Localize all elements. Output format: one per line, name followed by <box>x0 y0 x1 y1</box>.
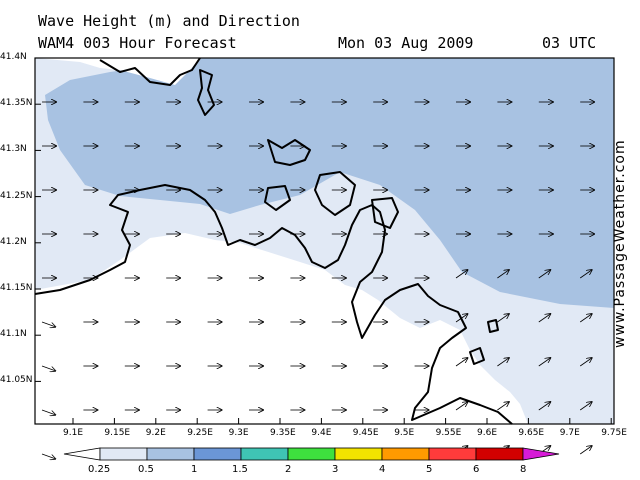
lon-tick-label: 9.2E <box>145 428 166 438</box>
wave-arrow <box>538 314 551 323</box>
legend-label: 4 <box>379 464 386 475</box>
chart-title: Wave Height (m) and Direction <box>38 12 300 30</box>
wave-arrow <box>497 402 509 411</box>
wave-arrow <box>41 453 55 459</box>
wave-arrow <box>579 270 592 279</box>
legend-label: 0.5 <box>138 464 154 475</box>
wave-arrow <box>455 314 468 323</box>
lon-tick-label: 9.25E <box>187 428 213 438</box>
wave-arrow <box>538 358 551 367</box>
wave-arrow <box>497 314 509 323</box>
legend-swatch <box>475 447 524 461</box>
forecast-time: 03 UTC <box>542 34 597 52</box>
lon-tick-label: 9.1E <box>63 428 83 438</box>
wave-arrow <box>455 270 468 279</box>
legend-swatch <box>334 447 383 461</box>
wave-arrow <box>455 358 468 367</box>
wave-arrow <box>579 402 592 411</box>
legend-label: 1 <box>191 464 198 475</box>
legend-label: 5 <box>426 464 433 475</box>
map-frame <box>34 57 615 425</box>
coastline-north <box>99 57 201 86</box>
lat-tick-label: 41.15N <box>0 283 33 293</box>
legend-swatch <box>287 447 336 461</box>
lon-tick-label: 9.6E <box>477 428 497 438</box>
lat-tick-label: 41.35N <box>0 98 33 109</box>
legend-label: 1.5 <box>232 464 248 475</box>
legend-label: 6 <box>473 464 480 475</box>
lat-tick-label: 41.25N <box>0 190 33 201</box>
lat-tick-label: 41.3N <box>0 144 27 155</box>
wave-arrow <box>538 402 551 411</box>
legend-swatch <box>99 447 148 461</box>
lat-tick-label: 41.2N <box>0 236 27 247</box>
legend-label: 8 <box>520 464 527 475</box>
lon-tick-label: 9.4E <box>311 428 332 438</box>
wave-arrow <box>579 446 592 455</box>
legend-swatch <box>193 447 242 461</box>
legend-swatch <box>381 447 430 461</box>
legend-label: 0.25 <box>88 464 111 475</box>
coastline-maddalena <box>267 139 311 166</box>
lon-tick-label: 9.45E <box>352 428 379 438</box>
wave-arrow <box>497 358 509 367</box>
wave-arrow <box>41 365 55 371</box>
coastline-islet-d <box>487 319 499 333</box>
land-mass <box>35 233 528 424</box>
land-north-corsica <box>35 58 200 85</box>
legend-label: 3 <box>332 464 339 475</box>
legend-arrow-low <box>63 447 101 461</box>
legend-swatch <box>146 447 195 461</box>
lon-tick-label: 9.3E <box>228 428 249 438</box>
lat-tick-label: 41.05N <box>0 375 33 386</box>
coastline-islet-c <box>469 347 485 365</box>
wave-arrow <box>579 358 592 367</box>
lon-tick-label: 9.75E <box>601 428 627 438</box>
wave-arrow <box>455 402 468 411</box>
lon-tick-label: 9.5E <box>394 428 415 438</box>
lat-tick-label: 41.1N <box>0 329 27 340</box>
legend-swatch <box>240 447 289 461</box>
wave-arrow <box>497 270 509 279</box>
sea-band-0-5 <box>40 58 614 308</box>
coastline-caprera <box>314 171 356 216</box>
legend-swatch <box>428 447 477 461</box>
coastline-tavolara <box>371 197 399 229</box>
wave-arrow <box>41 409 55 415</box>
coastline-islet-b <box>197 69 215 116</box>
lat-tick-label: 41.4N <box>0 52 27 62</box>
watermark: www.PassageWeather.com <box>612 139 628 348</box>
coastline-islet-a <box>264 185 291 211</box>
lon-tick-label: 9.55E <box>435 428 462 438</box>
legend-label: 2 <box>285 464 292 475</box>
lon-tick-label: 9.7E <box>559 428 580 438</box>
legend-arrow-high <box>522 447 560 461</box>
forecast-subtitle: WAM4 003 Hour Forecast <box>38 34 237 52</box>
wave-direction-arrows <box>41 102 594 459</box>
lon-tick-label: 9.35E <box>270 428 296 438</box>
lon-tick-label: 9.15E <box>104 428 131 438</box>
color-legend <box>63 447 560 461</box>
wave-arrow <box>41 321 55 327</box>
wave-arrow <box>538 270 551 279</box>
forecast-date: Mon 03 Aug 2009 <box>338 34 474 52</box>
coastline-sardinia <box>34 184 513 425</box>
wave-arrow <box>579 314 592 323</box>
lon-tick-label: 9.65E <box>518 428 545 438</box>
